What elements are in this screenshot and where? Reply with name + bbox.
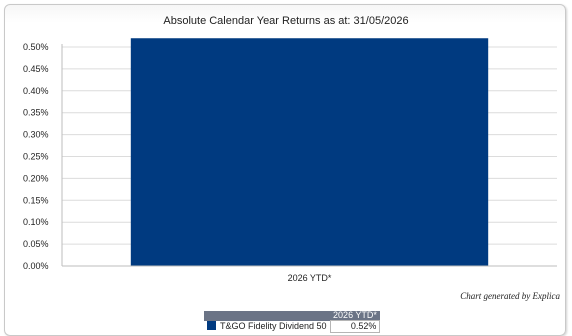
y-tick-label: 0.30% — [23, 130, 49, 140]
y-tick-label: 0.05% — [23, 239, 49, 249]
y-tick-label: 0.10% — [23, 217, 49, 227]
y-tick-label: 0.40% — [23, 86, 49, 96]
y-tick-label: 0.00% — [23, 261, 49, 271]
y-tick-label: 0.20% — [23, 173, 49, 183]
series-swatch — [207, 321, 216, 330]
table-row: T&GO Fidelity Dividend 50 0.52% — [204, 320, 381, 333]
table-cell-value: 0.52% — [329, 320, 381, 333]
chart-credit: Chart generated by Explica — [460, 291, 560, 301]
bars — [130, 38, 489, 266]
y-tick-label: 0.25% — [23, 152, 49, 162]
y-tick-label: 0.50% — [23, 42, 49, 52]
y-tick-label: 0.15% — [23, 195, 49, 205]
x-tick-label: 2026 YTD* — [288, 273, 332, 283]
chart-title: Absolute Calendar Year Returns as at: 31… — [163, 15, 409, 27]
axes: 0.00% 0.05% 0.10% 0.15% 0.20% 0.25% 0.30% 0.35%… — [23, 42, 557, 283]
bar — [130, 38, 489, 266]
y-tick-label: 0.45% — [23, 64, 49, 74]
y-tick-label: 0.35% — [23, 108, 49, 118]
data-table: 2026 YTD* T&GO Fidelity Dividend 50 0.52… — [204, 311, 381, 333]
table-column-header: 2026 YTD* — [330, 311, 380, 321]
table-row-label: T&GO Fidelity Dividend 50 — [204, 321, 330, 333]
table-corner — [204, 311, 331, 321]
series-name: T&GO Fidelity Dividend 50 — [220, 321, 327, 331]
